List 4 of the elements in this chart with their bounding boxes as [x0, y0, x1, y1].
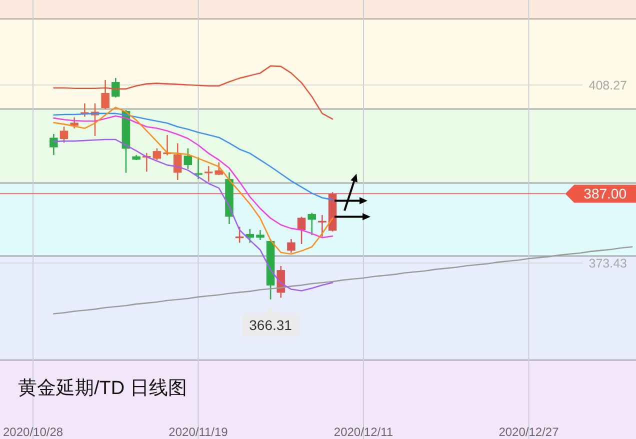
annotation: 366.31 — [249, 316, 292, 333]
annotation: 366.31 — [242, 306, 299, 336]
title: 黄金延期/TD 日线图 — [18, 378, 187, 399]
ref-line-label: 387.00 — [584, 186, 627, 202]
